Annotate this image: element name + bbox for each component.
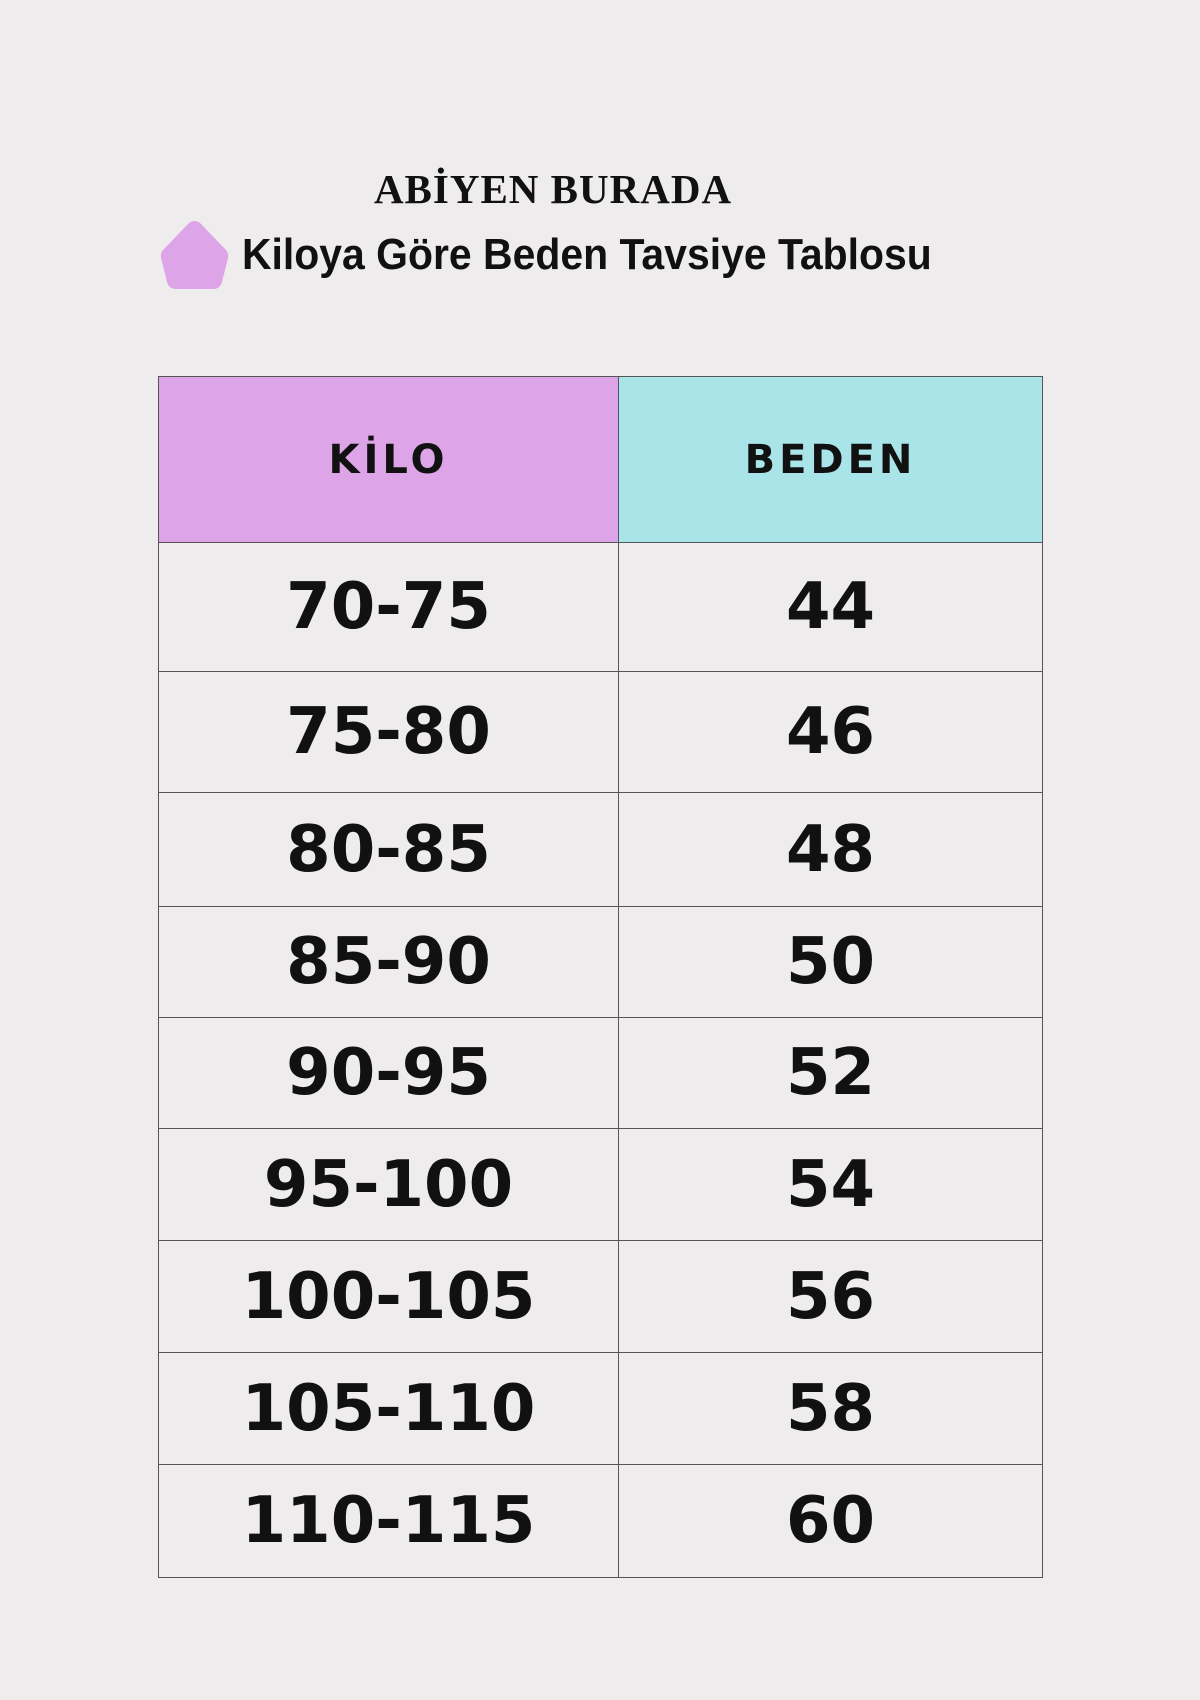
cell-beden: 48 <box>618 792 1043 907</box>
table-row: 80-85 48 <box>158 792 1043 907</box>
subtitle: Kiloya Göre Beden Tavsiye Tablosu <box>242 230 932 279</box>
cell-kilo: 85-90 <box>158 906 619 1018</box>
cell-beden: 46 <box>618 671 1043 793</box>
table-row: 70-75 44 <box>158 542 1043 672</box>
cell-kilo: 75-80 <box>158 671 619 793</box>
table-row: 95-100 54 <box>158 1128 1043 1241</box>
cell-kilo: 70-75 <box>158 542 619 672</box>
table-row: 105-110 58 <box>158 1352 1043 1465</box>
cell-beden: 58 <box>618 1352 1043 1465</box>
size-table: KİLO BEDEN 70-75 44 75-80 46 80-85 48 85-90 50 9… <box>158 376 1043 1578</box>
table-row: 100-105 56 <box>158 1240 1043 1353</box>
table-row: 90-95 52 <box>158 1017 1043 1129</box>
cell-beden: 54 <box>618 1128 1043 1241</box>
cell-kilo: 95-100 <box>158 1128 619 1241</box>
cell-kilo: 80-85 <box>158 792 619 907</box>
table-row: 110-115 60 <box>158 1464 1043 1578</box>
cell-kilo: 105-110 <box>158 1352 619 1465</box>
header-beden: BEDEN <box>618 376 1043 543</box>
subtitle-row: Kiloya Göre Beden Tavsiye Tablosu <box>159 220 984 290</box>
cell-beden: 60 <box>618 1464 1043 1578</box>
cell-beden: 50 <box>618 906 1043 1018</box>
cell-kilo: 100-105 <box>158 1240 619 1353</box>
cell-beden: 44 <box>618 542 1043 672</box>
pentagon-icon <box>160 221 229 289</box>
header-row: KİLO BEDEN <box>158 376 1043 543</box>
header-kilo: KİLO <box>158 376 619 543</box>
brand-title: ABİYEN BURADA <box>373 166 733 212</box>
table-row: 85-90 50 <box>158 906 1043 1018</box>
table-row: 75-80 46 <box>158 671 1043 793</box>
cell-kilo: 90-95 <box>158 1017 619 1129</box>
cell-beden: 52 <box>618 1017 1043 1129</box>
cell-beden: 56 <box>618 1240 1043 1353</box>
cell-kilo: 110-115 <box>158 1464 619 1578</box>
